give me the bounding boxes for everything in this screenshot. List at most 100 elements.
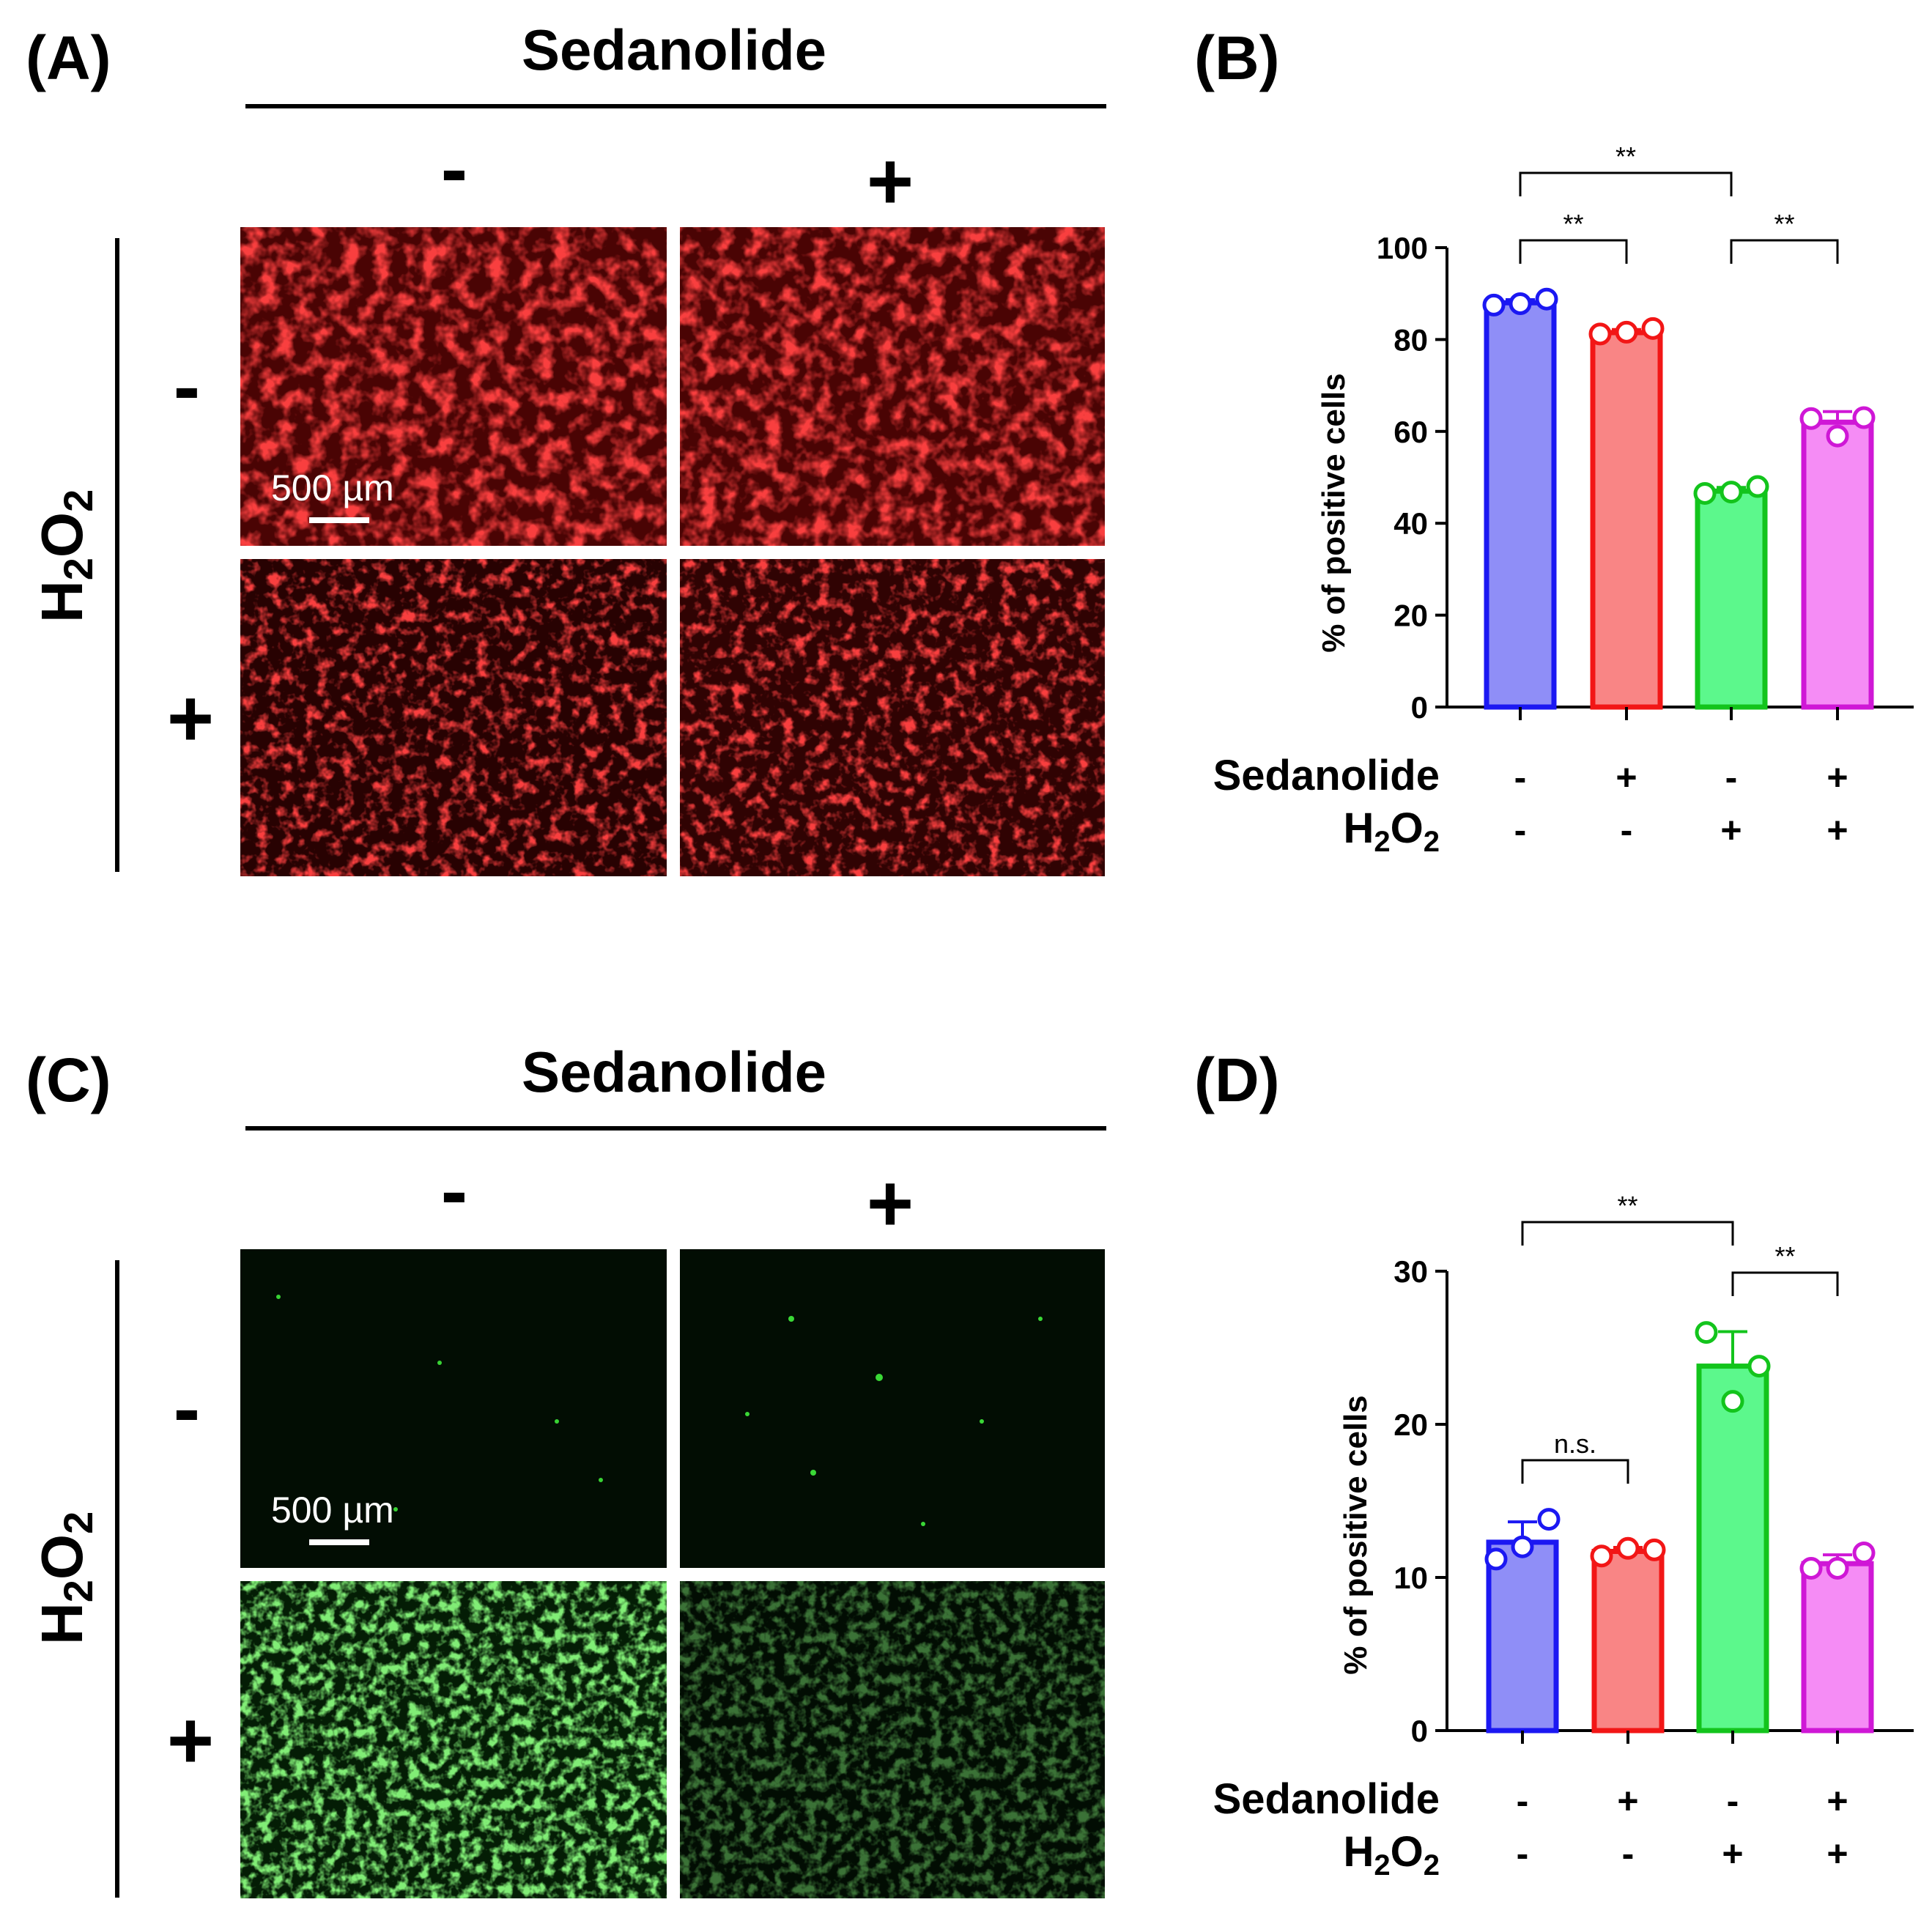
y-axis-title-d: % of positive cells xyxy=(1338,1395,1374,1674)
significance-bracket xyxy=(1521,1221,1734,1246)
h2o2-sign: - xyxy=(1514,810,1527,851)
column-sign-minus-c: - xyxy=(441,1146,468,1236)
data-point xyxy=(1615,320,1638,344)
sedanolide-header-c: Sedanolide xyxy=(522,1040,826,1104)
panel-label-b: (B) xyxy=(1194,23,1280,92)
panel-label-c: (C) xyxy=(26,1046,111,1114)
scale-bar-c xyxy=(309,1539,369,1545)
row-sign-minus-a: - xyxy=(174,341,201,432)
data-point xyxy=(1852,1542,1876,1565)
h2o2-sign: - xyxy=(1621,810,1633,851)
scale-bar-text-c: 500 µm xyxy=(271,1490,394,1531)
sedanolide-header-a: Sedanolide xyxy=(522,18,826,82)
significance-bracket xyxy=(1731,1271,1839,1296)
data-point xyxy=(1826,424,1849,448)
data-point xyxy=(1746,475,1769,498)
bar xyxy=(1696,1364,1769,1734)
scale-bar-a xyxy=(309,517,369,523)
significance-bracket xyxy=(1519,239,1628,264)
data-point xyxy=(1643,1538,1666,1561)
sedanolide-sign: - xyxy=(1727,1780,1739,1821)
significance-bracket xyxy=(1519,171,1733,196)
data-point xyxy=(1720,481,1743,504)
h2o2-row-label: H2O2 xyxy=(1343,804,1440,858)
row-sign-minus-c: - xyxy=(174,1364,201,1454)
micrograph-a-sedanolide xyxy=(680,227,1105,546)
panel-label-a: (A) xyxy=(26,23,111,92)
bar xyxy=(1590,330,1663,710)
h2o2-sign: - xyxy=(1517,1833,1529,1874)
sedanolide-row-label: Sedanolide xyxy=(1213,1775,1440,1823)
sedanolide-sign: + xyxy=(1826,757,1848,798)
bar xyxy=(1486,1539,1559,1734)
h2o2-sign: + xyxy=(1720,810,1742,851)
micrograph-a-h2o2 xyxy=(240,559,667,876)
sedanolide-sign: - xyxy=(1514,757,1527,798)
scale-bar-text-a: 500 µm xyxy=(271,467,394,508)
h2o2-sign: + xyxy=(1826,1833,1848,1874)
y-tick-label: 0 xyxy=(1411,1714,1428,1748)
micrograph-c-ctrl xyxy=(240,1249,667,1568)
data-point xyxy=(1590,1544,1613,1568)
h2o2-sign: - xyxy=(1622,1833,1635,1874)
y-tick-label: 20 xyxy=(1394,599,1428,633)
panel-c-micrographs: (C) Sedanolide - + H2O2 - + xyxy=(26,1040,1106,1898)
bar xyxy=(1801,1561,1874,1734)
column-sign-minus-a: - xyxy=(441,124,468,214)
micrograph-a-ctrl xyxy=(240,227,667,546)
data-point xyxy=(1484,1547,1508,1571)
column-sign-plus-c: + xyxy=(867,1158,914,1248)
y-tick-label: 30 xyxy=(1394,1254,1428,1289)
sedanolide-sign: + xyxy=(1826,1780,1848,1821)
chart-d-plot-area: 0 10 20 30 - - + - - + + + Sedanolide H2O2 n.s. ** ** xyxy=(1213,1191,1914,1882)
sedanolide-row-label: Sedanolide xyxy=(1213,752,1440,799)
sedanolide-sign: + xyxy=(1617,1780,1638,1821)
panel-d-bar-chart: (D) % of positive cells 0 10 20 30 - - + - - + + + S… xyxy=(1194,1046,1914,1882)
row-sign-plus-a: + xyxy=(167,673,214,763)
data-point xyxy=(1511,1535,1534,1558)
data-point xyxy=(1747,1355,1771,1378)
data-point xyxy=(1721,1390,1744,1413)
bar xyxy=(1484,300,1557,710)
chart-b-plot-area: 0 20 40 60 80 100 - - + - - + + + Sedanolide H2O2 ** ** ** xyxy=(1213,141,1914,858)
data-point xyxy=(1852,406,1876,429)
significance-bracket xyxy=(1730,239,1839,264)
data-point xyxy=(1482,293,1506,317)
micrograph-a-both xyxy=(680,559,1105,876)
data-point xyxy=(1535,287,1558,311)
data-point xyxy=(1799,1556,1823,1580)
y-tick-label: 40 xyxy=(1394,506,1428,541)
row-sign-plus-c: + xyxy=(167,1695,214,1786)
data-point xyxy=(1799,407,1823,430)
data-point xyxy=(1509,292,1532,315)
data-point xyxy=(1693,481,1717,505)
significance-label: ** xyxy=(1774,209,1794,239)
column-sign-plus-a: + xyxy=(867,136,914,226)
y-tick-label: 10 xyxy=(1394,1561,1428,1595)
significance-label: ** xyxy=(1774,1241,1795,1271)
panel-b-bar-chart: (B) % of positive cells 0 20 40 60 80 100 - - + -… xyxy=(1194,23,1914,858)
panel-a-micrographs: (A) Sedanolide - + H2O2 - + 500 µm xyxy=(26,18,1106,876)
panel-label-d: (D) xyxy=(1194,1046,1280,1114)
y-tick-label: 100 xyxy=(1377,231,1428,265)
y-tick-label: 60 xyxy=(1394,415,1428,449)
data-point xyxy=(1588,322,1612,346)
sedanolide-sign: + xyxy=(1615,757,1637,798)
h2o2-sign: + xyxy=(1722,1833,1743,1874)
significance-label: n.s. xyxy=(1554,1429,1596,1459)
h2o2-side-label-a: H2O2 xyxy=(29,489,101,623)
bar xyxy=(1695,488,1768,710)
significance-bracket xyxy=(1521,1459,1629,1484)
micrograph-c-sedanolide xyxy=(680,1249,1105,1568)
significance-label: ** xyxy=(1563,209,1583,239)
sedanolide-sign: - xyxy=(1725,757,1738,798)
y-tick-label: 0 xyxy=(1411,690,1428,725)
data-point xyxy=(1826,1556,1849,1580)
sedanolide-sign: - xyxy=(1517,1780,1529,1821)
data-point xyxy=(1695,1321,1718,1344)
bar xyxy=(1801,419,1874,710)
h2o2-row-label: H2O2 xyxy=(1343,1828,1440,1882)
bar xyxy=(1591,1548,1665,1734)
data-point xyxy=(1537,1508,1561,1531)
